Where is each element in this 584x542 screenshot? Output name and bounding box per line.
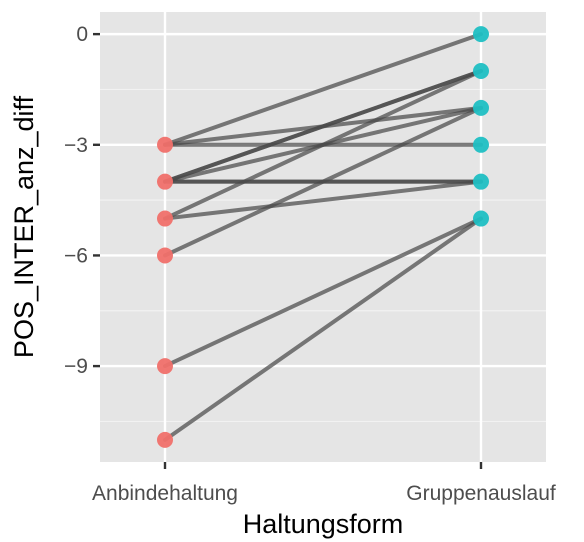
y-tick-label: −9 (64, 355, 88, 378)
point-anbindehaltung (157, 431, 173, 448)
point-gruppenauslauf (473, 173, 489, 190)
point-anbindehaltung (157, 358, 173, 375)
point-anbindehaltung (157, 210, 173, 227)
y-tick-label: −3 (64, 134, 88, 157)
x-tick-label: Gruppenauslauf (406, 482, 556, 505)
x-tick-label: Anbindehaltung (92, 482, 238, 505)
y-axis-title: POS_INTER_anz_diff (9, 95, 39, 358)
y-axis: 0 −3 −6 −9 (64, 23, 100, 378)
pair-line (163, 216, 483, 369)
point-gruppenauslauf (473, 136, 489, 153)
point-gruppenauslauf (473, 99, 489, 116)
pair-line (163, 69, 483, 184)
pair-line (163, 69, 483, 221)
x-axis-title: Haltungsform (243, 509, 404, 539)
plot-panel (100, 12, 546, 462)
point-gruppenauslauf (473, 210, 489, 227)
series-points (157, 26, 489, 448)
pair-line (163, 32, 483, 147)
x-axis: Anbindehaltung Gruppenauslauf (92, 462, 556, 505)
y-tick-label: −6 (64, 244, 88, 267)
point-anbindehaltung (157, 173, 173, 190)
pair-line (163, 179, 483, 221)
pair-line (163, 105, 483, 258)
pair-line (163, 216, 483, 442)
y-tick-label: 0 (76, 23, 88, 46)
point-anbindehaltung (157, 136, 173, 153)
point-gruppenauslauf (473, 63, 489, 80)
series-lines (163, 32, 483, 442)
point-gruppenauslauf (473, 26, 489, 43)
point-anbindehaltung (157, 247, 173, 264)
